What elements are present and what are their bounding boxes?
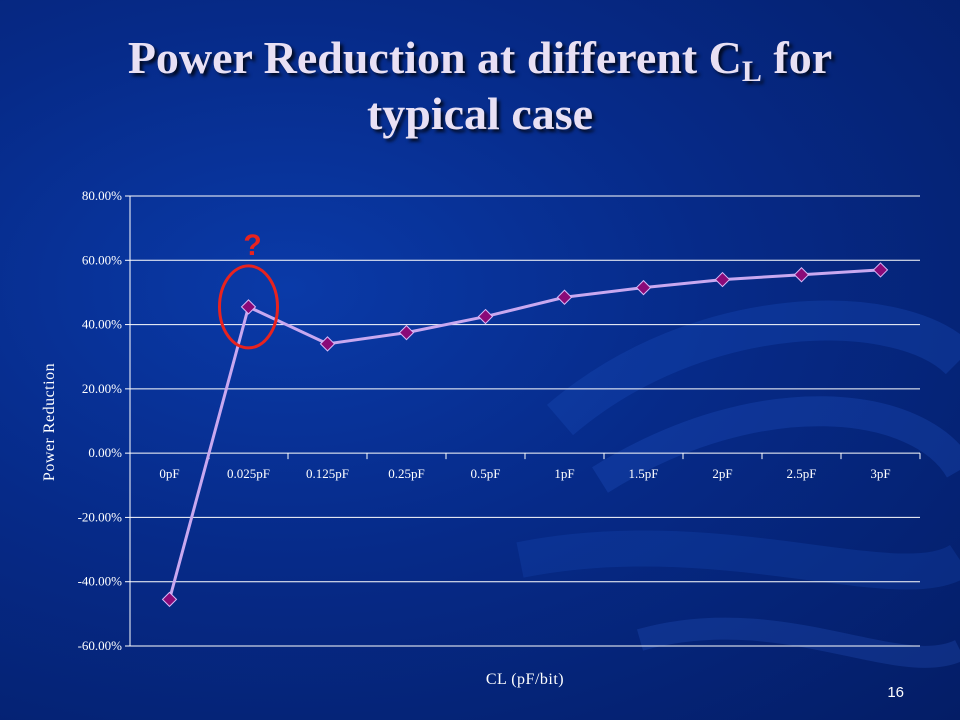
data-point xyxy=(714,271,731,288)
data-point xyxy=(398,324,415,341)
series-layer xyxy=(161,262,889,608)
slide-number: 16 xyxy=(887,684,904,701)
title-after: for xyxy=(761,32,833,83)
data-point xyxy=(319,336,336,352)
y-axis-title: Power Reduction xyxy=(41,363,58,481)
x-tick-label: 0.025pF xyxy=(227,466,270,481)
data-point xyxy=(635,279,652,296)
x-tick-label: 0pF xyxy=(159,466,179,481)
x-tick-label: 3pF xyxy=(870,466,890,481)
annotation-layer: ? xyxy=(218,229,279,350)
y-tick-label: -40.00% xyxy=(78,574,123,589)
y-tick-label: -20.00% xyxy=(78,509,123,524)
title-line2: typical case xyxy=(366,88,594,139)
y-tick-label: 60.00% xyxy=(82,252,122,267)
x-axis-title: CL (pF/bit) xyxy=(486,671,564,688)
x-tick-label: 0.25pF xyxy=(388,466,424,481)
y-tick-label: 20.00% xyxy=(82,381,122,396)
data-point xyxy=(872,262,889,278)
series-line xyxy=(168,268,881,600)
y-tick-label: 80.00% xyxy=(82,188,122,203)
data-point xyxy=(240,299,257,315)
data-point xyxy=(556,289,573,305)
y-tick-label: 40.00% xyxy=(82,317,122,332)
x-tick-label: 1.5pF xyxy=(629,466,659,481)
annotation-question-mark: ? xyxy=(243,229,261,262)
grid-layer xyxy=(130,195,920,647)
x-tick-label: 0.125pF xyxy=(306,466,349,481)
x-tick-label: 1pF xyxy=(554,466,574,481)
axis-layer: 80.00% 60.00% 40.00% 20.00% 0.00% -20.00% -40.… xyxy=(78,188,921,653)
y-tick-label: -60.00% xyxy=(78,638,123,653)
x-tick-label: 0.5pF xyxy=(471,466,501,481)
annotation-circle xyxy=(218,264,279,350)
y-tick-label: 0.00% xyxy=(88,445,122,460)
x-tick-label: 2pF xyxy=(712,466,732,481)
slide-title: Power Reduction at different CL for typi… xyxy=(0,30,960,142)
title-main: Power Reduction at different C xyxy=(127,32,742,83)
data-point xyxy=(161,591,178,608)
data-point xyxy=(793,267,810,283)
x-tick-label: 2.5pF xyxy=(787,466,817,481)
title-subscript: L xyxy=(741,55,762,88)
data-point xyxy=(477,308,494,325)
